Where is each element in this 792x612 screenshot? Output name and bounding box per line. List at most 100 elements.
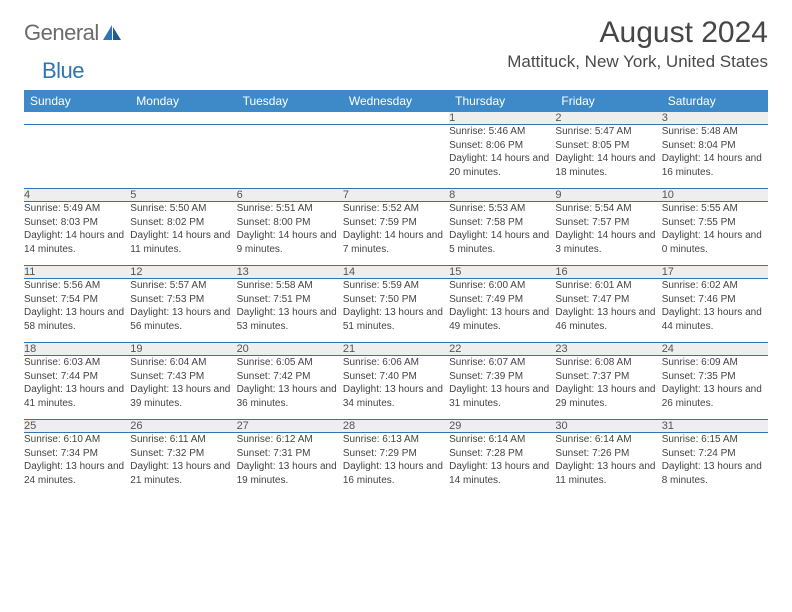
sunrise-text: Sunrise: 6:15 AM bbox=[662, 433, 768, 447]
sunrise-text: Sunrise: 6:04 AM bbox=[130, 356, 236, 370]
day-cell: Sunrise: 5:51 AMSunset: 8:00 PMDaylight:… bbox=[237, 202, 343, 266]
sunset-text: Sunset: 7:43 PM bbox=[130, 370, 236, 384]
daynum-row: 18192021222324 bbox=[24, 343, 768, 356]
daylight-text: Daylight: 13 hours and 8 minutes. bbox=[662, 460, 768, 487]
sunrise-text: Sunrise: 5:58 AM bbox=[237, 279, 343, 293]
day-number: 13 bbox=[237, 266, 343, 279]
sunrise-text: Sunrise: 5:47 AM bbox=[555, 125, 661, 139]
daylight-text: Daylight: 13 hours and 53 minutes. bbox=[237, 306, 343, 333]
sunrise-text: Sunrise: 6:13 AM bbox=[343, 433, 449, 447]
daylight-text: Daylight: 13 hours and 29 minutes. bbox=[555, 383, 661, 410]
weekday-header: Monday bbox=[130, 90, 236, 112]
sunrise-text: Sunrise: 6:00 AM bbox=[449, 279, 555, 293]
day-number: 27 bbox=[237, 420, 343, 433]
sunrise-text: Sunrise: 5:59 AM bbox=[343, 279, 449, 293]
sunrise-text: Sunrise: 5:52 AM bbox=[343, 202, 449, 216]
day-number: 1 bbox=[449, 112, 555, 125]
sunrise-text: Sunrise: 6:10 AM bbox=[24, 433, 130, 447]
sunset-text: Sunset: 7:46 PM bbox=[662, 293, 768, 307]
day-cell: Sunrise: 6:14 AMSunset: 7:28 PMDaylight:… bbox=[449, 433, 555, 497]
daylight-text: Daylight: 14 hours and 5 minutes. bbox=[449, 229, 555, 256]
sunset-text: Sunset: 7:42 PM bbox=[237, 370, 343, 384]
day-number: 17 bbox=[662, 266, 768, 279]
sunset-text: Sunset: 7:28 PM bbox=[449, 447, 555, 461]
weekday-header: Tuesday bbox=[237, 90, 343, 112]
day-number: 31 bbox=[662, 420, 768, 433]
day-cell: Sunrise: 6:06 AMSunset: 7:40 PMDaylight:… bbox=[343, 356, 449, 420]
day-cell: Sunrise: 5:49 AMSunset: 8:03 PMDaylight:… bbox=[24, 202, 130, 266]
sunrise-text: Sunrise: 6:08 AM bbox=[555, 356, 661, 370]
empty-cell bbox=[237, 125, 343, 189]
day-cell: Sunrise: 5:48 AMSunset: 8:04 PMDaylight:… bbox=[662, 125, 768, 189]
sunset-text: Sunset: 7:24 PM bbox=[662, 447, 768, 461]
day-cell: Sunrise: 5:55 AMSunset: 7:55 PMDaylight:… bbox=[662, 202, 768, 266]
day-cell: Sunrise: 6:04 AMSunset: 7:43 PMDaylight:… bbox=[130, 356, 236, 420]
day-number: 4 bbox=[24, 189, 130, 202]
day-cell: Sunrise: 6:01 AMSunset: 7:47 PMDaylight:… bbox=[555, 279, 661, 343]
sunset-text: Sunset: 8:02 PM bbox=[130, 216, 236, 230]
daynum-row: 11121314151617 bbox=[24, 266, 768, 279]
daylight-text: Daylight: 13 hours and 49 minutes. bbox=[449, 306, 555, 333]
day-number: 11 bbox=[24, 266, 130, 279]
day-cell: Sunrise: 6:13 AMSunset: 7:29 PMDaylight:… bbox=[343, 433, 449, 497]
daylight-text: Daylight: 14 hours and 14 minutes. bbox=[24, 229, 130, 256]
day-cell: Sunrise: 5:59 AMSunset: 7:50 PMDaylight:… bbox=[343, 279, 449, 343]
sunset-text: Sunset: 7:32 PM bbox=[130, 447, 236, 461]
day-number: 28 bbox=[343, 420, 449, 433]
day-number: 30 bbox=[555, 420, 661, 433]
sunrise-text: Sunrise: 5:53 AM bbox=[449, 202, 555, 216]
weekday-header: Wednesday bbox=[343, 90, 449, 112]
weekday-header-row: Sunday Monday Tuesday Wednesday Thursday… bbox=[24, 90, 768, 112]
day-cell: Sunrise: 6:12 AMSunset: 7:31 PMDaylight:… bbox=[237, 433, 343, 497]
day-cell: Sunrise: 6:00 AMSunset: 7:49 PMDaylight:… bbox=[449, 279, 555, 343]
sunrise-text: Sunrise: 6:01 AM bbox=[555, 279, 661, 293]
day-cell: Sunrise: 6:08 AMSunset: 7:37 PMDaylight:… bbox=[555, 356, 661, 420]
daylight-text: Daylight: 14 hours and 3 minutes. bbox=[555, 229, 661, 256]
daybody-row: Sunrise: 6:03 AMSunset: 7:44 PMDaylight:… bbox=[24, 356, 768, 420]
empty-cell bbox=[343, 112, 449, 125]
daylight-text: Daylight: 13 hours and 34 minutes. bbox=[343, 383, 449, 410]
sunset-text: Sunset: 7:58 PM bbox=[449, 216, 555, 230]
daynum-row: 123 bbox=[24, 112, 768, 125]
day-number: 6 bbox=[237, 189, 343, 202]
day-cell: Sunrise: 5:50 AMSunset: 8:02 PMDaylight:… bbox=[130, 202, 236, 266]
day-number: 26 bbox=[130, 420, 236, 433]
daylight-text: Daylight: 13 hours and 16 minutes. bbox=[343, 460, 449, 487]
daylight-text: Daylight: 13 hours and 56 minutes. bbox=[130, 306, 236, 333]
sunset-text: Sunset: 7:50 PM bbox=[343, 293, 449, 307]
sunrise-text: Sunrise: 5:57 AM bbox=[130, 279, 236, 293]
day-cell: Sunrise: 6:02 AMSunset: 7:46 PMDaylight:… bbox=[662, 279, 768, 343]
brand-logo: General bbox=[24, 20, 125, 46]
daybody-row: Sunrise: 5:46 AMSunset: 8:06 PMDaylight:… bbox=[24, 125, 768, 189]
sunrise-text: Sunrise: 5:51 AM bbox=[237, 202, 343, 216]
day-cell: Sunrise: 5:46 AMSunset: 8:06 PMDaylight:… bbox=[449, 125, 555, 189]
daynum-row: 45678910 bbox=[24, 189, 768, 202]
title-block: August 2024 Mattituck, New York, United … bbox=[507, 16, 768, 72]
calendar-body: 123Sunrise: 5:46 AMSunset: 8:06 PMDaylig… bbox=[24, 112, 768, 497]
sunset-text: Sunset: 7:26 PM bbox=[555, 447, 661, 461]
empty-cell bbox=[130, 112, 236, 125]
day-cell: Sunrise: 5:57 AMSunset: 7:53 PMDaylight:… bbox=[130, 279, 236, 343]
sunset-text: Sunset: 7:49 PM bbox=[449, 293, 555, 307]
weekday-header: Sunday bbox=[24, 90, 130, 112]
day-cell: Sunrise: 6:11 AMSunset: 7:32 PMDaylight:… bbox=[130, 433, 236, 497]
sunrise-text: Sunrise: 6:06 AM bbox=[343, 356, 449, 370]
empty-cell bbox=[237, 112, 343, 125]
daylight-text: Daylight: 14 hours and 11 minutes. bbox=[130, 229, 236, 256]
daylight-text: Daylight: 13 hours and 31 minutes. bbox=[449, 383, 555, 410]
sunrise-text: Sunrise: 5:54 AM bbox=[555, 202, 661, 216]
daylight-text: Daylight: 13 hours and 36 minutes. bbox=[237, 383, 343, 410]
daylight-text: Daylight: 14 hours and 18 minutes. bbox=[555, 152, 661, 179]
sunset-text: Sunset: 7:51 PM bbox=[237, 293, 343, 307]
day-number: 3 bbox=[662, 112, 768, 125]
sunrise-text: Sunrise: 5:49 AM bbox=[24, 202, 130, 216]
weekday-header: Saturday bbox=[662, 90, 768, 112]
day-cell: Sunrise: 6:10 AMSunset: 7:34 PMDaylight:… bbox=[24, 433, 130, 497]
daylight-text: Daylight: 14 hours and 16 minutes. bbox=[662, 152, 768, 179]
sunrise-text: Sunrise: 6:11 AM bbox=[130, 433, 236, 447]
calendar-page: General August 2024 Mattituck, New York,… bbox=[0, 0, 792, 505]
day-cell: Sunrise: 5:47 AMSunset: 8:05 PMDaylight:… bbox=[555, 125, 661, 189]
sunrise-text: Sunrise: 5:50 AM bbox=[130, 202, 236, 216]
day-number: 29 bbox=[449, 420, 555, 433]
daybody-row: Sunrise: 6:10 AMSunset: 7:34 PMDaylight:… bbox=[24, 433, 768, 497]
